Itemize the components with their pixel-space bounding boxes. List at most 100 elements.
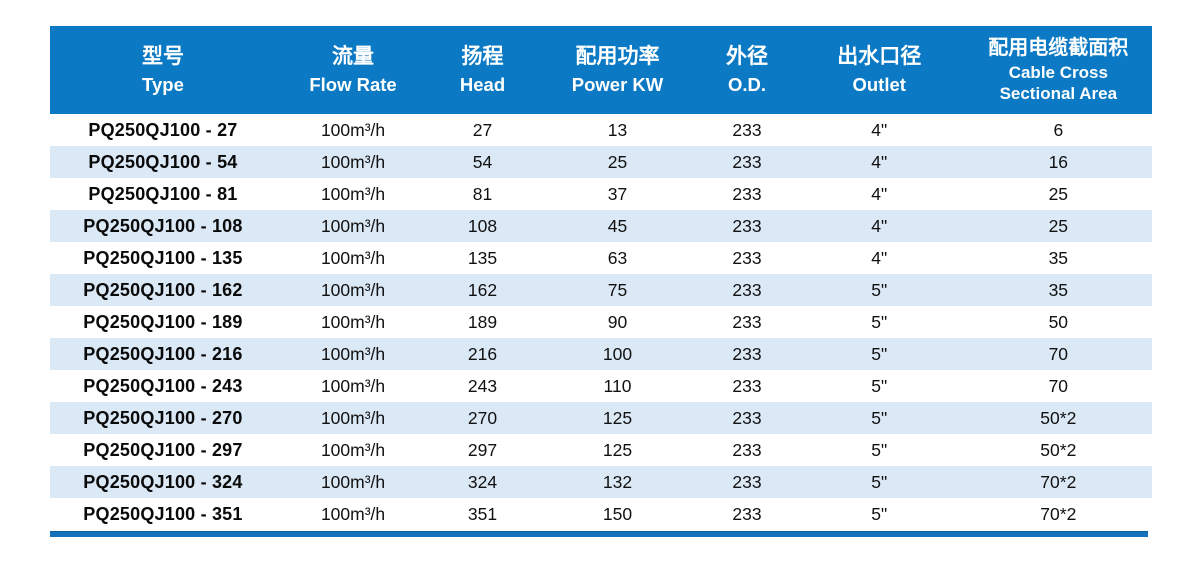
cell-cable: 25 (1048, 183, 1069, 204)
table-row: PQ250QJ100 - 297 100m³/h 297 125 233 5" 50*2 (50, 434, 1152, 466)
cell-outlet: 5" (871, 503, 888, 524)
cell-type: PQ250QJ100 - 189 (83, 311, 243, 332)
cell-flow-rate: 100m³/h (320, 503, 386, 524)
cell-flow-rate: 100m³/h (320, 439, 386, 460)
cell-power-kw: 125 (602, 439, 633, 460)
cell-head: 297 (467, 439, 498, 460)
column-header-type: 型号 Type (50, 26, 276, 114)
cell-od: 233 (732, 375, 762, 396)
column-header-outlet: 出水口径 Outlet (793, 26, 965, 114)
column-header-cable-zh: 配用电缆截面积 (988, 37, 1129, 60)
cell-outlet: 4" (871, 119, 888, 140)
cell-cable: 70 (1048, 375, 1069, 396)
cell-power-kw: 13 (607, 119, 628, 140)
table-row: PQ250QJ100 - 270 100m³/h 270 125 233 5" 50*2 (50, 402, 1152, 434)
cell-type: PQ250QJ100 - 162 (50, 274, 276, 306)
cell-outlet: 5" (793, 338, 965, 370)
table-row: PQ250QJ100 - 27 100m³/h 27 13 233 4" 6 (50, 114, 1152, 146)
cell-outlet: 5" (871, 311, 888, 332)
cell-power-kw: 75 (534, 274, 701, 306)
cell-cable: 70 (964, 338, 1152, 370)
cell-flow-rate: 100m³/h (275, 146, 431, 178)
column-header-flow-rate: 流量 Flow Rate (275, 26, 431, 114)
header-row: 型号 Type 流量 Flow Rate 扬程 Head 配用功率 Power … (50, 26, 1152, 114)
column-header-outlet-en: Outlet (852, 74, 906, 95)
cell-power-kw: 100 (534, 338, 701, 370)
cell-cable: 25 (964, 210, 1152, 242)
cell-cable: 35 (1048, 247, 1069, 268)
cell-head: 351 (467, 503, 498, 524)
cell-type: PQ250QJ100 - 297 (83, 439, 243, 460)
table-bottom-rule (50, 531, 1148, 537)
cell-type: PQ250QJ100 - 351 (83, 503, 243, 524)
cell-flow-rate: 100m³/h (320, 311, 386, 332)
cell-cable: 70*2 (964, 466, 1152, 498)
table-header: 型号 Type 流量 Flow Rate 扬程 Head 配用功率 Power … (50, 26, 1152, 114)
column-header-flow-rate-en: Flow Rate (309, 74, 397, 95)
cell-od: 233 (732, 439, 762, 460)
cell-outlet: 5" (871, 375, 888, 396)
cell-type: PQ250QJ100 - 135 (83, 247, 243, 268)
cell-head: 216 (430, 338, 535, 370)
cell-od: 233 (700, 274, 794, 306)
cell-type: PQ250QJ100 - 243 (83, 375, 243, 396)
cell-power-kw: 63 (607, 247, 628, 268)
cell-od: 233 (732, 183, 762, 204)
cell-od: 233 (700, 146, 794, 178)
cell-cable: 35 (964, 274, 1152, 306)
cell-od: 233 (700, 210, 794, 242)
cell-outlet: 4" (871, 183, 888, 204)
cell-od: 233 (732, 119, 762, 140)
column-header-type-zh: 型号 (141, 44, 184, 68)
cell-cable: 16 (964, 146, 1152, 178)
cell-cable: 50*2 (964, 402, 1152, 434)
pump-spec-table: 型号 Type 流量 Flow Rate 扬程 Head 配用功率 Power … (50, 26, 1152, 530)
column-header-od: 外径 O.D. (700, 26, 794, 114)
cell-cable: 50*2 (1040, 439, 1077, 460)
cell-flow-rate: 100m³/h (320, 375, 386, 396)
column-header-head: 扬程 Head (430, 26, 535, 114)
column-header-cable: 配用电缆截面积 Cable Cross Sectional Area (964, 26, 1152, 114)
cell-type: PQ250QJ100 - 108 (50, 210, 276, 242)
cell-type: PQ250QJ100 - 216 (50, 338, 276, 370)
table-row: PQ250QJ100 - 81 100m³/h 81 37 233 4" 25 (50, 178, 1152, 210)
column-header-power-kw-zh: 配用功率 (575, 44, 660, 68)
cell-od: 233 (700, 402, 794, 434)
column-header-outlet-zh: 出水口径 (837, 44, 922, 68)
cell-flow-rate: 100m³/h (275, 402, 431, 434)
cell-flow-rate: 100m³/h (320, 247, 386, 268)
cell-type: PQ250QJ100 - 324 (50, 466, 276, 498)
cell-od: 233 (700, 466, 794, 498)
cell-type: PQ250QJ100 - 54 (50, 146, 276, 178)
cell-type: PQ250QJ100 - 81 (88, 183, 238, 204)
cell-head: 162 (430, 274, 535, 306)
column-header-power-kw: 配用功率 Power KW (534, 26, 701, 114)
table-row: PQ250QJ100 - 351 100m³/h 351 150 233 5" 70*2 (50, 498, 1152, 530)
column-header-power-kw-en: Power KW (571, 74, 664, 95)
column-header-head-en: Head (459, 74, 506, 95)
cell-power-kw: 150 (602, 503, 633, 524)
column-header-type-en: Type (142, 74, 184, 95)
table-row: PQ250QJ100 - 243 100m³/h 243 110 233 5" 70 (50, 370, 1152, 402)
cell-head: 243 (467, 375, 498, 396)
cell-outlet: 5" (793, 466, 965, 498)
column-header-od-en: O.D. (727, 74, 766, 95)
column-header-head-zh: 扬程 (461, 44, 504, 68)
column-header-od-zh: 外径 (725, 44, 768, 68)
cell-outlet: 4" (793, 210, 965, 242)
cell-type: PQ250QJ100 - 270 (50, 402, 276, 434)
cell-head: 81 (472, 183, 493, 204)
table-row: PQ250QJ100 - 216 100m³/h 216 100 233 5" 70 (50, 338, 1152, 370)
cell-flow-rate: 100m³/h (275, 338, 431, 370)
column-header-cable-en-line1: Cable Cross (1008, 63, 1108, 83)
cell-power-kw: 110 (603, 375, 632, 396)
cell-outlet: 5" (793, 402, 965, 434)
cell-head: 189 (467, 311, 498, 332)
table-body: PQ250QJ100 - 27 100m³/h 27 13 233 4" 6 PQ250QJ1… (50, 114, 1152, 530)
cell-od: 233 (700, 338, 794, 370)
cell-head: 54 (430, 146, 535, 178)
cell-od: 233 (732, 503, 762, 524)
cell-head: 108 (430, 210, 535, 242)
cell-power-kw: 45 (534, 210, 701, 242)
cell-flow-rate: 100m³/h (320, 183, 386, 204)
